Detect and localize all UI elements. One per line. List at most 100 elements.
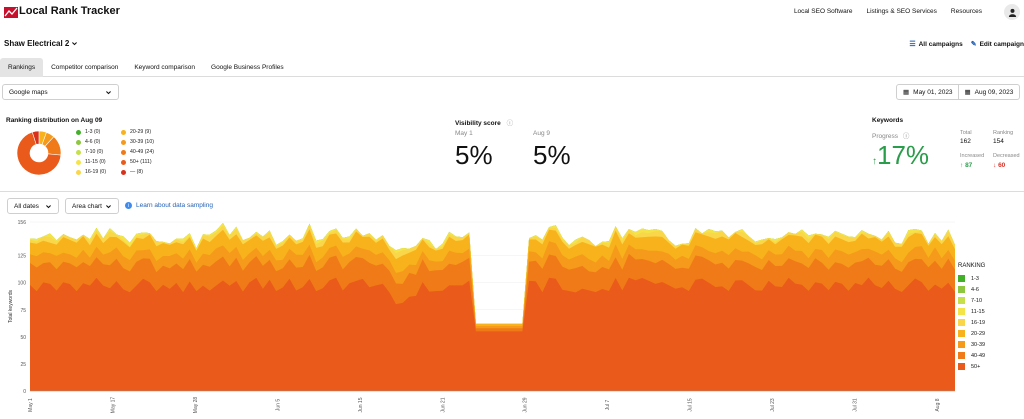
info-icon[interactable]: ⓘ <box>506 120 514 127</box>
source-select-value: Google maps <box>9 88 48 96</box>
x-tick-label: Jul 7 <box>605 400 611 411</box>
y-tick-label: 156 <box>18 220 27 226</box>
distribution-legend-a: 1-3 (0) 4-6 (0) 7-10 (0) 11-15 (0) 16-19 (0) <box>76 127 106 177</box>
calendar-icon: ▦ <box>903 89 910 96</box>
legend-label: 7-10 <box>971 297 983 304</box>
chevron-down-icon <box>46 204 51 208</box>
visibility-end-label: Aug 9 <box>533 130 550 137</box>
legend-swatch <box>958 363 965 370</box>
date-start-field[interactable]: ▦ May 01, 2023 <box>897 85 959 99</box>
distribution-legend-item: 40-49 (24) <box>121 147 154 157</box>
nav-listings-seo-services[interactable]: Listings & SEO Services <box>866 8 937 15</box>
info-icon[interactable]: ⓘ <box>902 133 910 140</box>
legend-dot <box>121 169 126 175</box>
legend-dot <box>121 129 126 135</box>
nav-resources[interactable]: Resources <box>950 8 982 15</box>
x-tick-label: May 1 <box>28 398 34 412</box>
legend-dot <box>76 129 81 135</box>
progress-label-text: Progress <box>872 133 899 140</box>
chart-type-select[interactable]: Area chart <box>65 198 119 214</box>
legend-dot <box>76 139 81 145</box>
x-tick-label: Jun 5 <box>275 399 281 411</box>
data-sampling-link[interactable]: i Learn about data sampling <box>125 202 213 209</box>
ranking-legend-item[interactable]: 20-29 <box>958 328 985 339</box>
x-tick-label: May 28 <box>193 397 199 414</box>
legend-label: 40-49 (24) <box>130 149 154 155</box>
ranking-legend-item[interactable]: 11-15 <box>958 306 985 317</box>
progress-value: ↑17% <box>872 140 929 171</box>
x-tick-label: May 17 <box>110 397 116 414</box>
all-campaigns-label: All campaigns <box>918 40 963 48</box>
date-range-picker: ▦ May 01, 2023 ▦ Aug 09, 2023 <box>896 84 1020 100</box>
chevron-down-icon <box>106 90 111 94</box>
legend-label: 50+ <box>971 363 981 370</box>
data-sampling-link-text: Learn about data sampling <box>136 202 213 209</box>
ranking-legend-item[interactable]: 4-6 <box>958 284 985 295</box>
x-tick-label: Jun 15 <box>358 397 364 412</box>
y-axis-label: Total keywords <box>8 289 14 323</box>
donut-slice <box>16 131 62 176</box>
tab-competitor-comparison[interactable]: Competitor comparison <box>51 64 119 71</box>
chart-card <box>0 191 1024 419</box>
progress-value-text: 17% <box>877 140 930 170</box>
ranking-legend-item[interactable]: 16-19 <box>958 317 985 328</box>
x-tick-label: Jul 15 <box>688 398 694 412</box>
legend-label: 4-6 (0) <box>85 139 101 145</box>
distribution-legend-item: 16-19 (0) <box>76 167 106 177</box>
legend-label: 1-3 (0) <box>85 129 101 135</box>
ranking-value: 154 <box>993 138 1004 145</box>
arrow-up-icon: ↑ <box>872 156 877 167</box>
tab-bar: Rankings Competitor comparison Keyword c… <box>0 58 1024 77</box>
y-tick-label: 125 <box>18 254 27 260</box>
chevron-down-icon <box>106 204 111 208</box>
ranking-legend-item[interactable]: 7-10 <box>958 295 985 306</box>
x-tick-label: Jun 29 <box>523 397 529 412</box>
legend-label: 1-3 <box>971 275 979 282</box>
distribution-legend-item: 20-29 (9) <box>121 127 154 137</box>
y-tick-label: 0 <box>23 389 26 395</box>
project-actions: ☰ All campaigns ✎ Edit campaign <box>909 40 1024 49</box>
ranking-legend-item[interactable]: 50+ <box>958 361 985 372</box>
pencil-icon: ✎ <box>970 41 977 48</box>
ranking-label: Ranking <box>993 130 1014 136</box>
y-tick-label: 50 <box>20 335 26 341</box>
ranking-legend-item[interactable]: 40-49 <box>958 350 985 361</box>
project-selector[interactable]: Shaw Electrical 2 <box>4 39 78 48</box>
ranking-legend-title: RANKING <box>958 263 986 269</box>
legend-label: 30-39 (10) <box>130 139 154 145</box>
edit-campaign-link[interactable]: ✎ Edit campaign <box>970 40 1024 49</box>
visibility-start-label: May 1 <box>455 130 473 137</box>
distribution-donut-chart <box>16 130 62 176</box>
all-campaigns-link[interactable]: ☰ All campaigns <box>909 40 963 49</box>
date-end-field[interactable]: ▦ Aug 09, 2023 <box>959 85 1020 99</box>
tab-keyword-comparison[interactable]: Keyword comparison <box>134 64 196 71</box>
date-range-select[interactable]: All dates <box>7 198 59 214</box>
distribution-legend-item: 30-39 (10) <box>121 137 154 147</box>
calendar-icon: ▦ <box>964 89 971 96</box>
legend-dot <box>121 149 126 155</box>
legend-label: 11-15 (0) <box>85 159 106 165</box>
tab-rankings[interactable]: Rankings <box>0 58 44 77</box>
app-title: Local Rank Tracker <box>19 5 120 17</box>
legend-label: 11-15 <box>971 308 985 315</box>
legend-label: 20-29 <box>971 330 986 337</box>
legend-label: 16-19 <box>971 319 986 326</box>
legend-dot <box>121 139 126 145</box>
user-menu-button[interactable] <box>1004 4 1020 20</box>
x-tick-label: Jun 21 <box>440 397 446 412</box>
distribution-legend-item: 50+ (111) <box>121 157 154 167</box>
legend-dot <box>76 169 81 175</box>
visibility-end-value: 5% <box>533 140 571 170</box>
visibility-start-value: 5% <box>455 140 493 170</box>
ranking-legend-item[interactable]: 30-39 <box>958 339 985 350</box>
distribution-title: Ranking distribution on Aug 09 <box>6 117 103 124</box>
legend-swatch <box>958 341 965 348</box>
nav-local-seo-software[interactable]: Local SEO Software <box>793 8 853 15</box>
user-icon <box>1008 8 1016 17</box>
tab-google-business-profiles[interactable]: Google Business Profiles <box>211 64 284 71</box>
chevron-down-icon <box>72 42 78 46</box>
source-select[interactable]: Google maps <box>2 84 119 100</box>
legend-label: 50+ (111) <box>130 159 152 165</box>
donut-slice <box>31 130 40 145</box>
ranking-legend-item[interactable]: 1-3 <box>958 273 985 284</box>
